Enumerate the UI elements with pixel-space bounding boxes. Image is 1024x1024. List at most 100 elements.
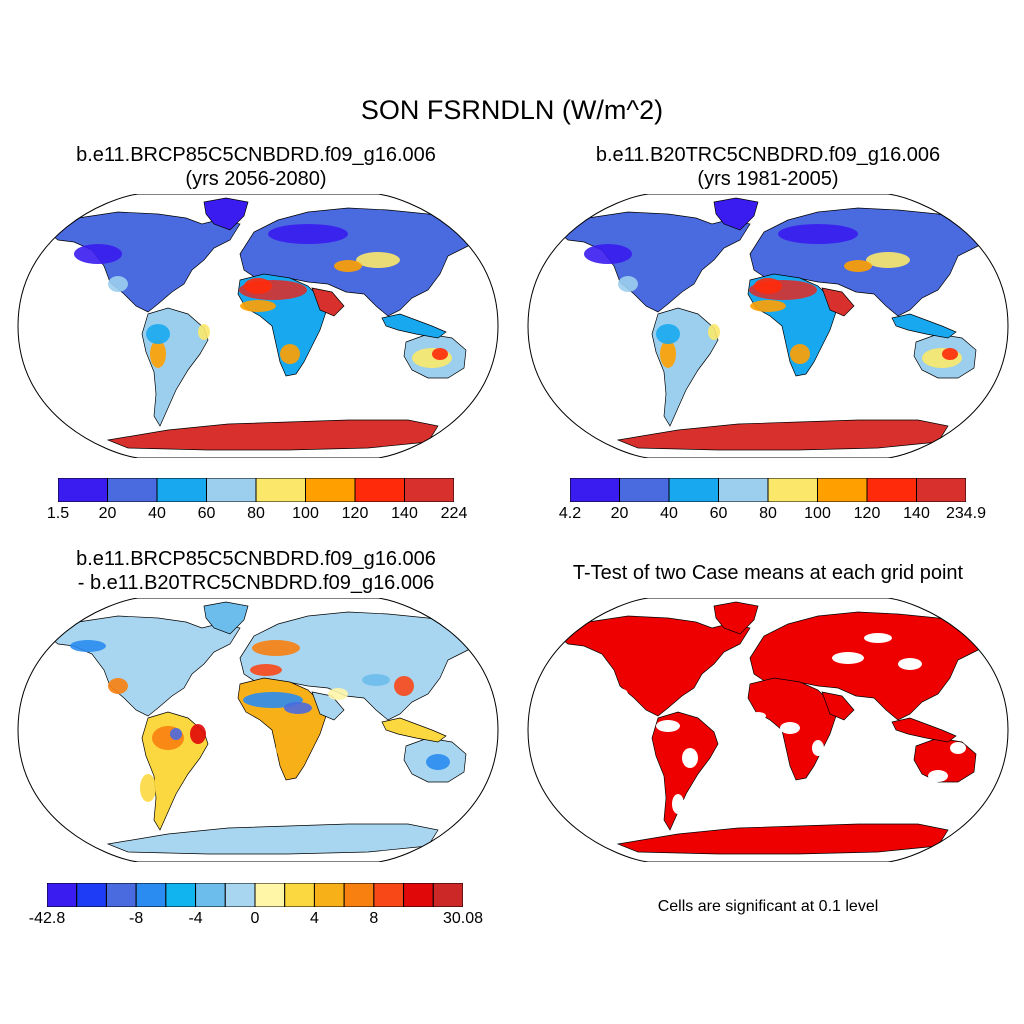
field-patch — [150, 340, 166, 368]
colorbar-tick-label: -8 — [129, 910, 144, 927]
field-patch — [656, 324, 680, 344]
colorbar-swatch — [165, 882, 197, 908]
colorbar-tick-label: 234.9 — [945, 505, 987, 522]
colorbar-tick-label: 20 — [98, 505, 117, 522]
field-patch — [108, 276, 128, 292]
colorbar-panel-1: 1.5 20 40 60 80 100 120 140 224 — [47, 477, 467, 526]
colorbar-tick-label: -4 — [188, 910, 203, 927]
colorbar-swatch — [817, 477, 868, 503]
europe-asia-landmass — [239, 611, 485, 721]
colorbar-swatches — [569, 477, 967, 503]
europe-asia-landmass — [749, 611, 995, 721]
field-patch — [268, 224, 348, 244]
colorbar-swatches — [57, 477, 455, 503]
main-title: SON FSRNDLN (W/m^2) — [360, 95, 664, 125]
colorbar-panel-2: 4.2 20 40 60 80 100 120 140 234.9 — [559, 477, 986, 526]
non-significant-region — [656, 720, 680, 732]
colorbar-swatch — [284, 882, 315, 908]
non-significant-region — [750, 712, 766, 720]
colorbar-tick-label: 60 — [709, 505, 728, 522]
colorbar-tick-label: 4 — [309, 910, 319, 927]
colorbar-swatch — [569, 477, 620, 503]
colorbar-swatch — [619, 477, 670, 503]
colorbar-swatch — [403, 882, 434, 908]
colorbar-swatch — [916, 477, 967, 503]
arabia-landmass — [311, 287, 345, 317]
field-patch — [252, 640, 300, 656]
colorbar-swatch — [373, 882, 405, 908]
non-significant-region — [812, 740, 824, 756]
colorbar-swatch — [46, 882, 78, 908]
colorbar-tick-label: 4.2 — [558, 505, 582, 522]
significance-note: Cells are significant at 0.1 level — [657, 898, 879, 915]
colorbar-tick-label: -42.8 — [28, 910, 66, 927]
colorbar-swatch — [313, 882, 345, 908]
field-patch — [280, 344, 300, 364]
colorbar-tick-label: 1.5 — [46, 505, 70, 522]
field-patch — [170, 728, 182, 740]
greenland-landmass — [713, 197, 759, 231]
field-patch — [866, 252, 910, 268]
colorbar-swatches — [46, 882, 464, 908]
seasia-landmass — [891, 313, 957, 339]
colorbar-swatch — [105, 882, 137, 908]
colorbar-swatch — [156, 477, 207, 503]
colorbar-tick-label: 80 — [247, 505, 265, 522]
field-patch — [790, 344, 810, 364]
colorbar-swatch — [343, 882, 375, 908]
colorbar-tick-label: 140 — [391, 505, 418, 522]
colorbar-swatch — [718, 477, 769, 503]
field-patch — [618, 276, 638, 292]
field-patch — [426, 754, 450, 770]
colorbar-panel-3: -42.8 -8 -4 0 4 8 30.08 — [29, 882, 483, 927]
colorbar-tick-label: 120 — [341, 505, 369, 522]
panel-1-title: b.e11.BRCP85C5CNBDRD.f09_g16.006 (yrs 20… — [0, 143, 512, 191]
colorbar-tick-label: 80 — [759, 505, 777, 522]
field-patch — [334, 260, 362, 272]
arabia-landmass — [821, 691, 855, 721]
map-border — [527, 194, 1009, 458]
colorbar-tick-label: 140 — [903, 505, 930, 522]
field-patch — [146, 324, 170, 344]
panel-3-title-case-b: - b.e11.B20TRC5CNBDRD.f09_g16.006 — [77, 572, 435, 594]
colorbar-swatch — [224, 882, 256, 908]
greenland-landmass — [713, 601, 759, 635]
africa-landmass — [237, 273, 327, 377]
colorbar-tick-label: 0 — [250, 910, 260, 927]
colorbar-swatch — [668, 477, 719, 503]
antarctica-landmass — [106, 419, 439, 451]
field-patch — [584, 244, 632, 264]
non-significant-region — [898, 658, 922, 670]
colorbar-tick-label: 8 — [369, 910, 379, 927]
non-significant-region — [928, 770, 948, 782]
colorbar-tick-label: 40 — [148, 505, 166, 522]
colorbar-swatch — [76, 882, 107, 908]
field-patch — [108, 678, 128, 694]
colorbar-swatch — [866, 477, 917, 503]
colorbar-swatch — [767, 477, 818, 503]
field-patch — [328, 688, 348, 700]
colorbar-swatch — [135, 882, 167, 908]
map-panel-1 — [17, 194, 499, 458]
field-patch — [198, 324, 210, 340]
map-panel-3 — [17, 598, 499, 862]
field-patch — [844, 260, 872, 272]
antarctica-landmass — [106, 823, 439, 855]
non-significant-region — [950, 742, 966, 754]
panel-3-title-case-a: b.e11.BRCP85C5CNBDRD.f09_g16.006 — [76, 548, 436, 570]
north-america-landmass — [47, 211, 241, 313]
colorbar-swatch — [57, 477, 108, 503]
colorbar-tick-label: 40 — [660, 505, 678, 522]
colorbar-tick-label: 120 — [853, 505, 881, 522]
colorbar-swatch — [404, 477, 455, 503]
colorbar-tick-label: 224 — [440, 505, 468, 522]
antarctica-landmass — [616, 419, 949, 451]
arabia-landmass — [821, 287, 855, 317]
antarctica-landmass — [616, 823, 949, 855]
map-border — [527, 598, 1009, 862]
colorbar-tick-label: 20 — [610, 505, 629, 522]
non-significant-region — [682, 748, 698, 768]
non-significant-region — [608, 688, 628, 700]
colorbar-swatch — [107, 477, 158, 503]
non-significant-region — [780, 722, 800, 734]
